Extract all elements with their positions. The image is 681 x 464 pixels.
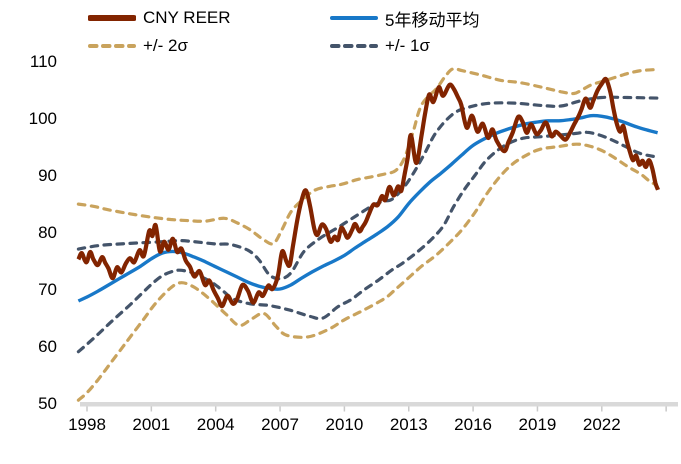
series-+1sigma <box>76 95 660 281</box>
1sigma-dashed-swatch-icon <box>330 44 378 48</box>
x-axis-label: 1998 <box>68 415 106 434</box>
series-5yr-moving-average <box>77 113 659 303</box>
legend-label-2sigma: +/- 2σ <box>143 36 188 55</box>
legend-item-cny-reer: CNY REER <box>88 7 231 29</box>
x-axis-tick <box>601 406 603 412</box>
x-axis-tick <box>536 406 539 412</box>
x-axis-tick <box>86 406 88 412</box>
x-axis-label: 2004 <box>197 415 235 434</box>
x-axis-tick <box>214 406 217 412</box>
legend-item-2sigma: +/- 2σ <box>88 35 188 57</box>
x-axis-label: 2019 <box>519 415 557 434</box>
x-axis-label: 2022 <box>583 415 621 434</box>
y-axis-label: 70 <box>38 280 57 299</box>
legend-label-1sigma: +/- 1σ <box>385 36 430 55</box>
x-axis-tick <box>472 406 474 412</box>
y-axis-label: 50 <box>38 394 57 413</box>
y-axis-label: 100 <box>29 109 57 128</box>
y-axis-label: 60 <box>38 337 57 356</box>
legend-label-cny-reer: CNY REER <box>143 8 231 27</box>
series-+2sigma <box>76 67 659 246</box>
cny-reer-line-swatch-icon <box>88 15 136 21</box>
series--2sigma <box>76 142 659 402</box>
x-axis-tick <box>343 406 346 412</box>
x-axis-label: 2013 <box>390 415 428 434</box>
x-axis-label: 2016 <box>454 415 492 434</box>
x-axis-label: 2001 <box>132 415 170 434</box>
legend-label-moving-average: 5年移动平均 <box>385 10 480 30</box>
y-axis-label: 90 <box>38 166 57 185</box>
x-axis-line <box>80 402 678 407</box>
legend-item-1sigma: +/- 1σ <box>330 35 430 57</box>
x-axis-tick <box>408 406 410 412</box>
legend-item-moving-average: 5年移动平均 <box>330 7 480 30</box>
y-axis-label: 110 <box>30 52 57 71</box>
moving-average-line-swatch-icon <box>330 16 378 20</box>
series--1sigma <box>76 130 659 354</box>
series-cny-reer <box>76 76 660 309</box>
x-axis-label: 2010 <box>325 415 363 434</box>
2sigma-dashed-swatch-icon <box>88 44 136 48</box>
x-axis-tick <box>665 406 667 412</box>
x-axis-tick <box>150 406 153 412</box>
x-axis-label: 2007 <box>261 415 299 434</box>
x-axis-tick <box>279 406 281 412</box>
y-axis-label: 80 <box>38 223 57 242</box>
